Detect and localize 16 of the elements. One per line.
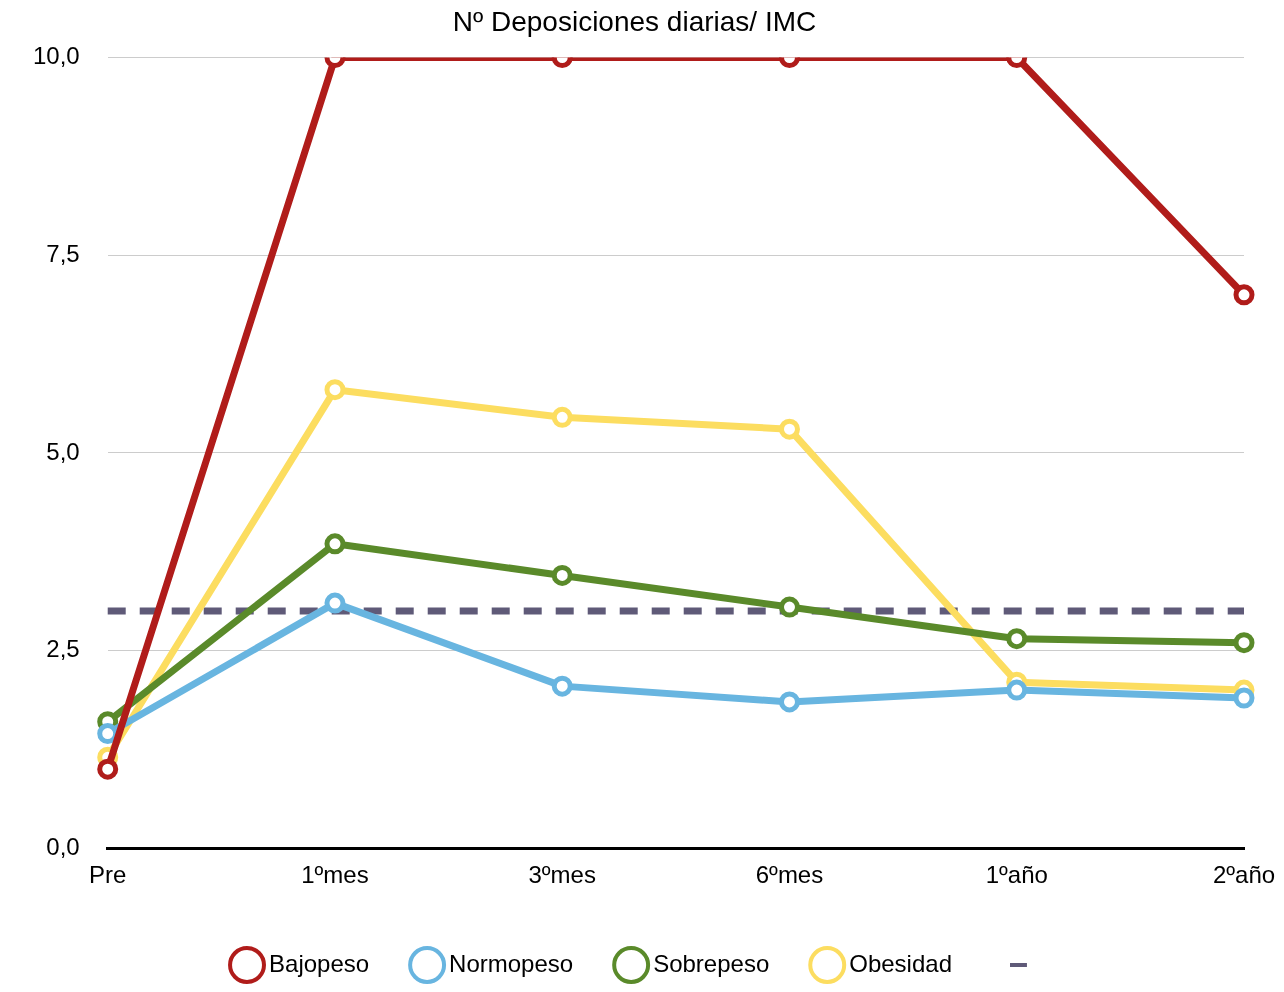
legend-label: Obesidad [849,949,952,977]
y-tick-label: 0,0 [46,832,80,860]
y-tick-label: 7,5 [46,239,80,267]
legend-label: Normopeso [449,949,574,977]
chart-title: Nº Deposiciones diarias/ IMC [452,5,817,37]
legend-label: Bajopeso [269,949,370,977]
legend-label: Sobrepeso [653,949,770,977]
x-tick-label: 3ºmes [528,861,596,889]
y-tick-label: 10,0 [32,42,80,70]
x-tick-label: 2ºaño [1212,861,1276,889]
y-tick-label: 5,0 [46,437,80,465]
x-tick-label: 1ºaño [985,861,1048,889]
x-tick-label: Pre [89,861,127,889]
x-tick-label: 1ºmes [301,861,369,889]
x-tick-label: 6ºmes [755,861,824,889]
y-tick-label: 2,5 [46,635,80,663]
